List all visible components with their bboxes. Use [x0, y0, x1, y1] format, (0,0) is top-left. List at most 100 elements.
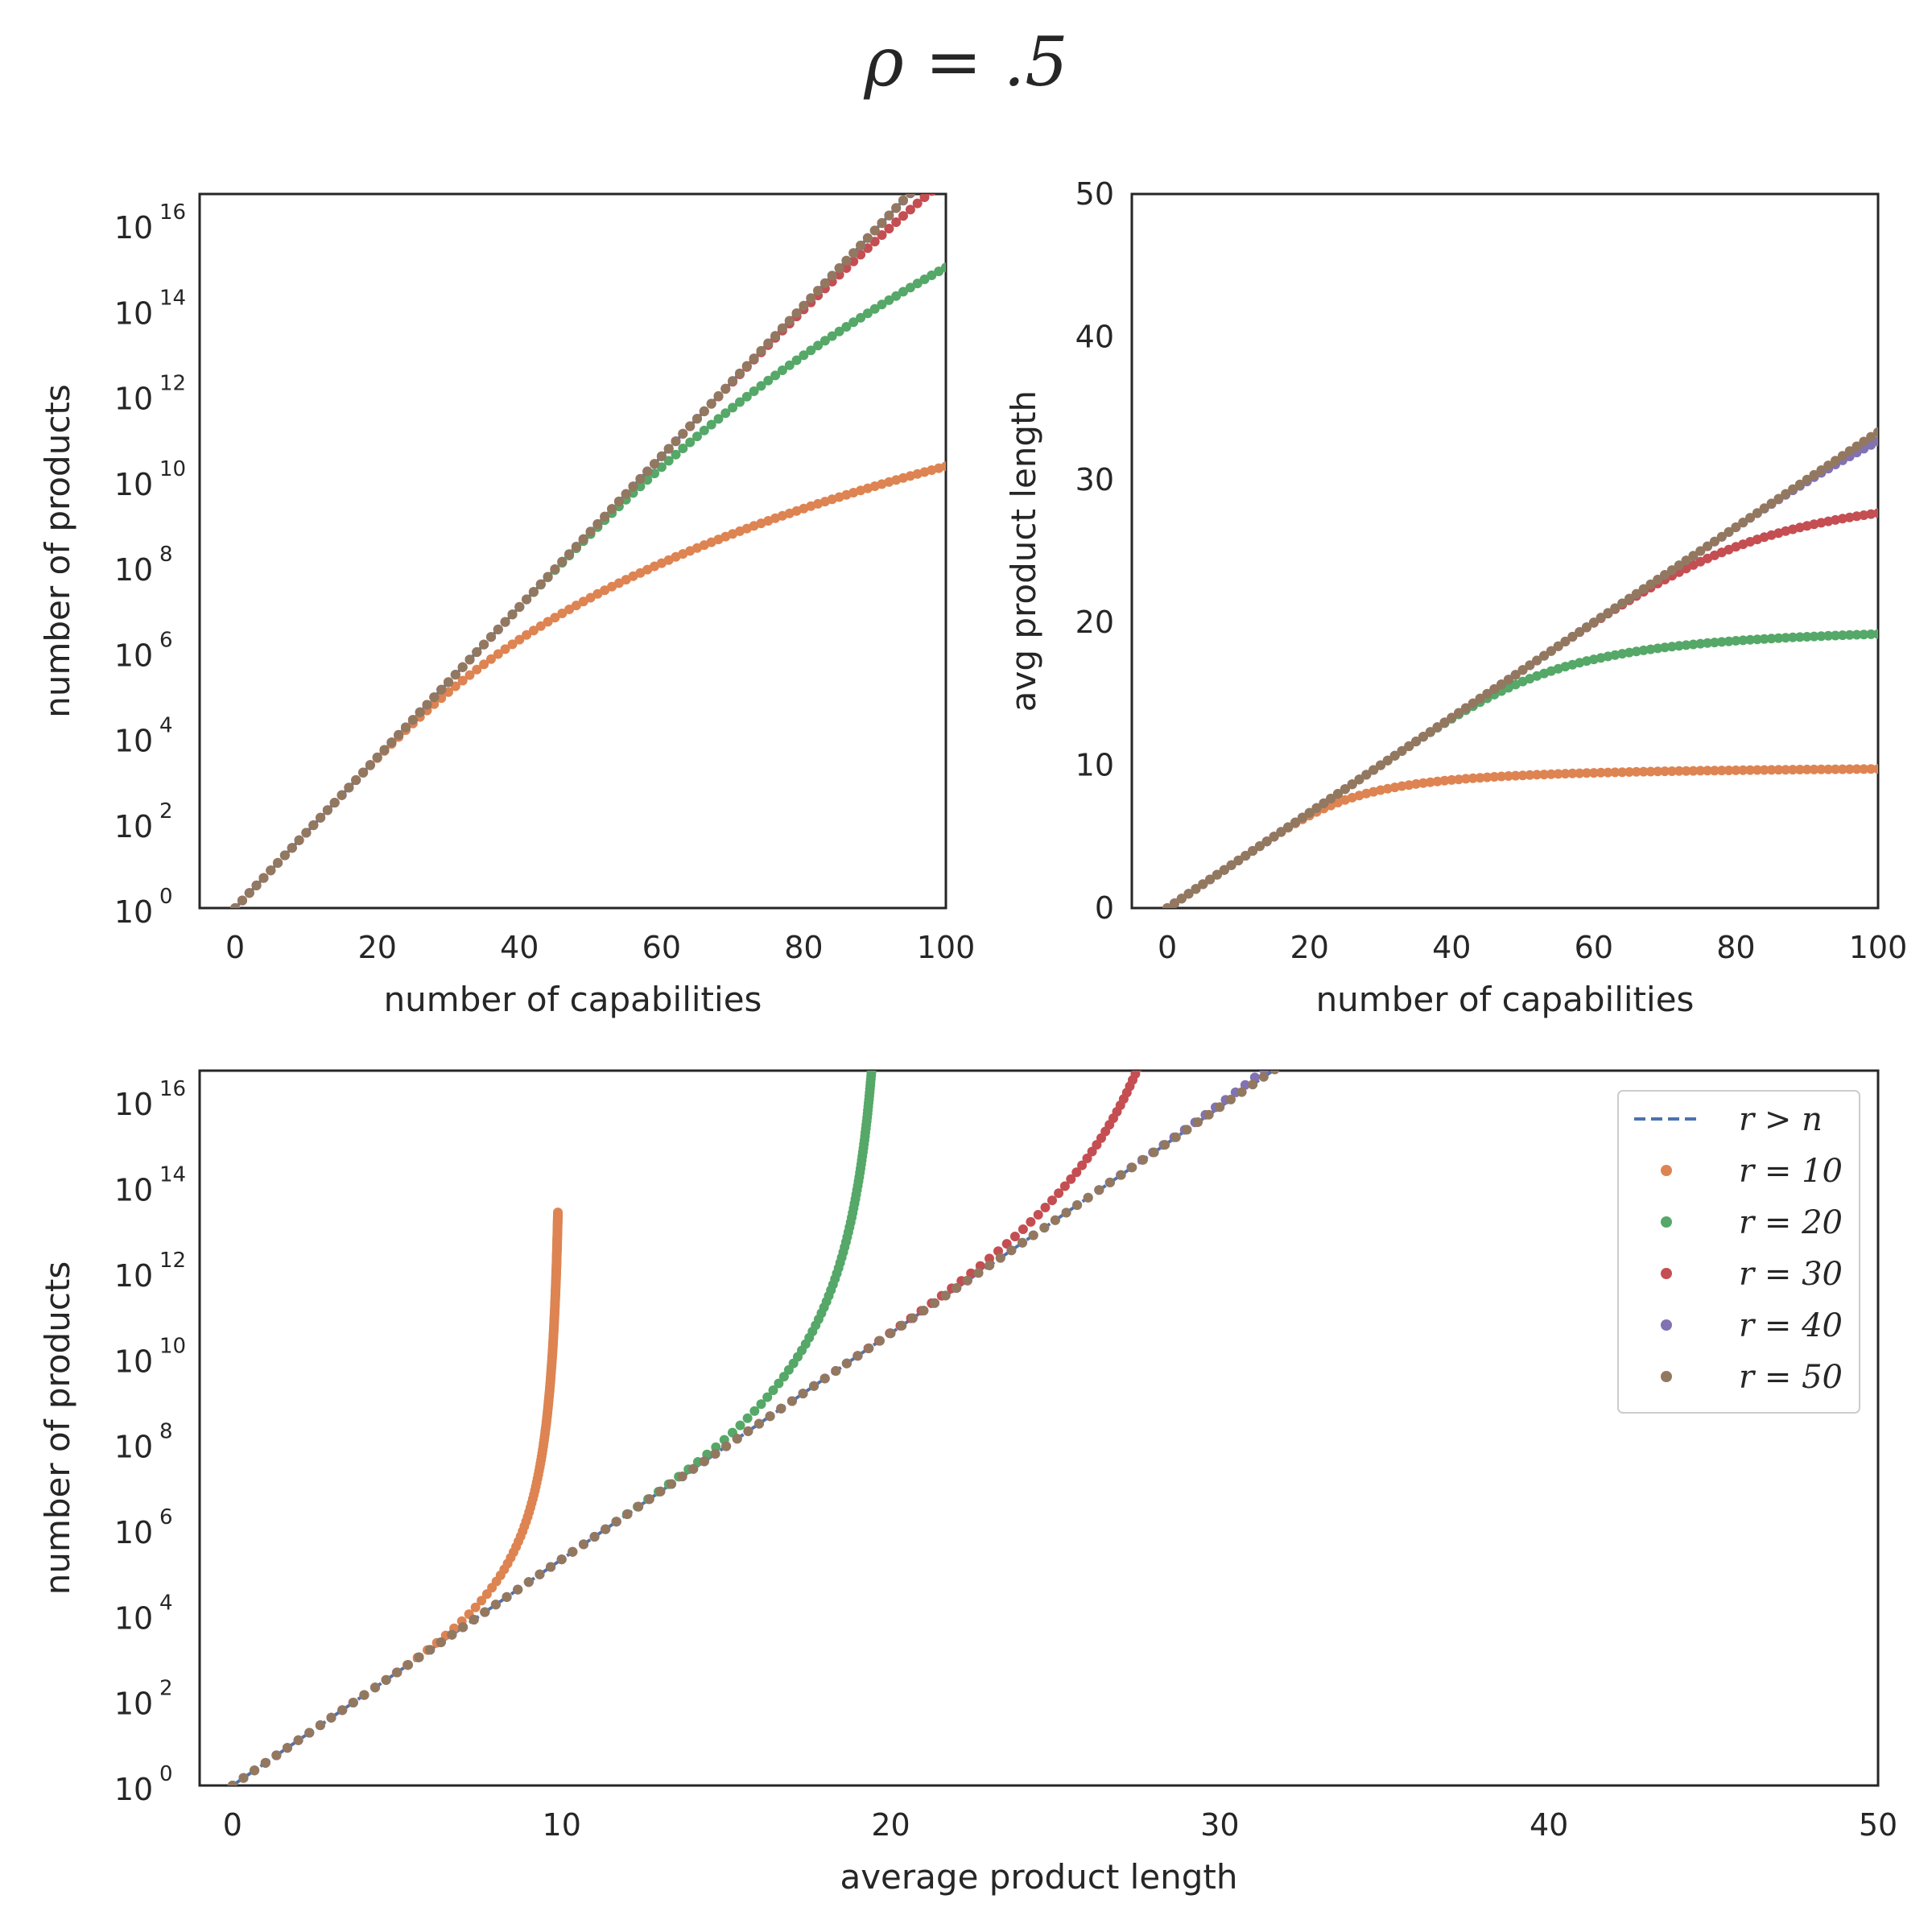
r50-point — [863, 233, 873, 243]
top-left-plot-area — [230, 155, 951, 913]
r50-point — [304, 1728, 314, 1738]
r50-point — [451, 670, 460, 679]
r50-point — [529, 587, 539, 597]
r50-point — [601, 1525, 610, 1534]
r50-point — [1084, 1193, 1093, 1203]
r20-point — [868, 1058, 877, 1067]
r50-point — [579, 535, 588, 544]
r50-point — [1138, 1155, 1148, 1165]
y-tick-exponent: 8 — [159, 543, 173, 567]
r50-point — [743, 1426, 753, 1436]
x-tick-label: 80 — [784, 930, 823, 965]
r50-point — [294, 1736, 303, 1745]
r50-point — [877, 218, 887, 228]
r50-point — [308, 820, 318, 830]
r50-point — [778, 324, 787, 333]
legend-swatch-r20 — [1661, 1216, 1672, 1228]
r50-point — [688, 1464, 698, 1474]
x-tick-label: 50 — [1859, 1807, 1897, 1843]
x-tick-label: 40 — [1530, 1807, 1568, 1843]
y-tick-exponent: 6 — [159, 1505, 173, 1530]
r10-point — [1873, 764, 1883, 774]
r50-point — [763, 339, 773, 349]
r50-point — [621, 489, 631, 499]
r50-point — [252, 881, 262, 890]
r50-point — [423, 700, 432, 710]
r30-point — [1133, 1063, 1143, 1072]
r50-point — [480, 1608, 489, 1617]
legend-label-r40: r = 40 — [1739, 1307, 1843, 1344]
x-tick-label: 60 — [642, 930, 681, 965]
r50-point — [841, 256, 851, 266]
x-tick-label: 20 — [358, 930, 397, 965]
y-tick-label: 30 — [1075, 462, 1114, 497]
r50-point — [543, 572, 553, 582]
y-tick-exponent: 10 — [159, 1334, 186, 1358]
y-tick-label: 10 — [114, 1430, 153, 1465]
r20-point — [736, 1421, 745, 1430]
r50-point — [1051, 1216, 1060, 1225]
r50-point — [230, 903, 240, 913]
r50-point — [592, 519, 602, 529]
r50-point — [707, 398, 716, 408]
r50-point — [828, 270, 837, 280]
x-tick-label: 0 — [225, 930, 245, 965]
y-tick-label: 10 — [114, 1600, 153, 1636]
r50-point — [1062, 1208, 1071, 1217]
top-right-frame — [1132, 194, 1878, 908]
legend-label-r20: r = 20 — [1739, 1204, 1843, 1241]
r50-point — [700, 1456, 709, 1466]
r30-point — [1873, 508, 1883, 518]
y-tick-exponent: 0 — [159, 1762, 173, 1786]
r50-point — [634, 1502, 643, 1512]
r50-point — [692, 414, 702, 423]
y-tick-exponent: 8 — [159, 1420, 173, 1444]
r50-point — [469, 1615, 479, 1624]
r50-point — [465, 654, 475, 664]
r50-point — [856, 241, 865, 250]
r50-point — [835, 263, 844, 273]
r50-point — [766, 1411, 775, 1421]
x-tick-label: 0 — [223, 1807, 242, 1843]
r50-point — [678, 429, 687, 439]
r50-point — [720, 384, 730, 394]
r50-point — [344, 782, 353, 792]
r50-point — [820, 1373, 830, 1383]
y-tick-label: 10 — [114, 638, 153, 673]
r50-point — [848, 248, 858, 258]
series-r20 — [230, 262, 951, 913]
y-tick-exponent: 10 — [159, 457, 186, 481]
r50-point — [358, 768, 368, 778]
r50-point — [952, 1283, 961, 1293]
r50-point — [239, 1773, 249, 1783]
r20-point — [941, 262, 951, 272]
r50-point — [237, 896, 247, 906]
r50-point — [711, 1449, 720, 1459]
r50-point — [436, 685, 446, 695]
y-tick-exponent: 0 — [159, 885, 173, 909]
r50-point — [612, 1517, 621, 1526]
r50-point — [1259, 1072, 1269, 1082]
r50-point — [337, 791, 347, 800]
r50-point — [401, 723, 411, 733]
r50-point — [491, 1600, 501, 1609]
y-axis-label: number of products — [38, 384, 77, 718]
legend-label-r_gt_n: r > n — [1739, 1101, 1823, 1138]
legend-swatch-r40 — [1661, 1319, 1672, 1331]
r50-point — [1029, 1231, 1038, 1241]
r50-point — [370, 1682, 380, 1692]
y-tick-exponent: 14 — [159, 1163, 186, 1187]
y-tick-exponent: 2 — [159, 799, 173, 824]
legend-swatch-r10 — [1661, 1165, 1672, 1176]
r50-point — [295, 836, 304, 845]
r50-point — [557, 1554, 567, 1564]
r50-point — [280, 851, 290, 861]
r50-point — [785, 316, 795, 326]
r20-point — [749, 1406, 759, 1416]
x-tick-label: 100 — [917, 930, 976, 965]
r50-point — [728, 376, 737, 386]
y-tick-label: 10 — [114, 552, 153, 588]
r50-point — [985, 1261, 994, 1270]
r50-point — [1117, 1170, 1126, 1180]
r50-point — [875, 1336, 885, 1346]
